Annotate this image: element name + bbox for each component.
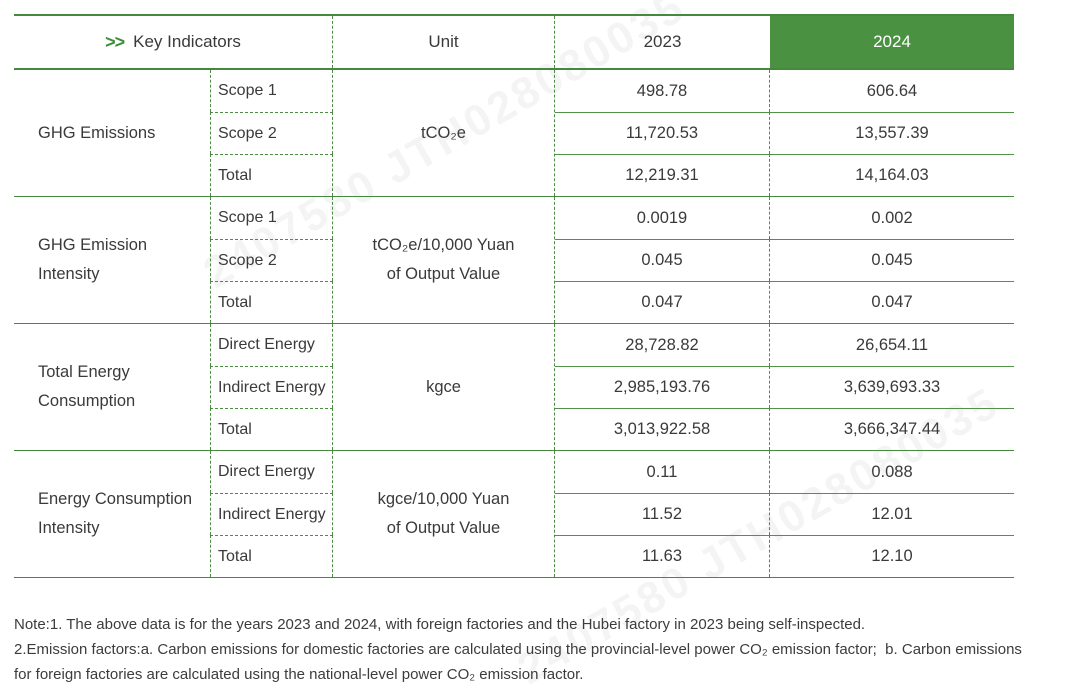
sub-indicator: Total <box>210 154 333 196</box>
sub-indicator: Direct Energy <box>210 451 333 493</box>
value-2024: 0.045 <box>770 239 1014 281</box>
column-header-2023: 2023 <box>643 32 682 51</box>
value-2023: 0.047 <box>555 281 770 323</box>
group-name: Total Energy Consumption <box>38 363 136 410</box>
value-2024: 3,639,693.33 <box>770 366 1014 408</box>
value-2024: 13,557.39 <box>770 112 1014 154</box>
unit-text: of Output Value <box>386 265 501 283</box>
sub-indicator: Scope 2 <box>210 239 333 281</box>
unit-text: tCO₂e/10,000 Yuan <box>372 236 515 254</box>
key-indicators-label: Key Indicators <box>133 32 241 51</box>
value-2024: 12.10 <box>770 535 1014 577</box>
sub-indicator: Indirect Energy <box>210 366 333 408</box>
unit-cell: kgce/10,000 Yuan of Output Value <box>333 451 555 577</box>
unit-text: tCO₂e <box>421 123 466 142</box>
value-2024: 12.01 <box>770 493 1014 535</box>
sub-indicator: Scope 2 <box>210 112 333 154</box>
value-2024: 0.088 <box>871 462 913 481</box>
unit-cell: tCO₂e/10,000 Yuan of Output Value <box>333 197 555 323</box>
value-2023: 11,720.53 <box>555 112 770 154</box>
column-header-key-indicators: >> Key Indicators <box>14 16 333 68</box>
value-2023: 3,013,922.58 <box>555 408 770 450</box>
sub-indicator: Indirect Energy <box>210 493 333 535</box>
double-chevron-icon: >> <box>105 31 125 52</box>
value-2023: 2,985,193.76 <box>555 366 770 408</box>
sub-indicator: Scope 1 <box>210 70 333 112</box>
table-header-row: >> Key Indicators Unit 2023 2024 <box>14 14 1014 70</box>
unit-cell: kgce <box>333 324 555 450</box>
value-2023: 12,219.31 <box>555 154 770 196</box>
table-group-ghg-emission-intensity: GHG Emission Intensity Scope 1 Scope 2 T… <box>14 197 1014 324</box>
unit-cell: tCO₂e <box>333 70 555 196</box>
sub-indicator: Total <box>210 535 333 577</box>
value-2024: 14,164.03 <box>770 154 1014 196</box>
table-group-ghg-emissions: GHG Emissions Scope 1 Scope 2 Total tCO₂… <box>14 70 1014 197</box>
value-2024: 0.002 <box>871 208 913 227</box>
value-2024: 0.047 <box>770 281 1014 323</box>
column-header-2024: 2024 <box>770 16 1014 68</box>
footnote-2: 2.Emission factors:a. Carbon emissions f… <box>14 641 1027 683</box>
value-2024: 3,666,347.44 <box>770 408 1014 450</box>
sub-indicator: Scope 1 <box>210 197 333 239</box>
group-name: GHG Emission Intensity <box>38 236 148 283</box>
value-2023: 28,728.82 <box>555 324 770 366</box>
value-2023: 0.045 <box>555 239 770 281</box>
value-2023: 11.63 <box>555 535 770 577</box>
group-name: GHG Emissions <box>38 123 156 142</box>
table-group-energy-consumption-intensity: Energy Consumption Intensity Direct Ener… <box>14 451 1014 578</box>
value-2023: 0.11 <box>555 451 770 493</box>
footnote-1: Note:1. The above data is for the years … <box>14 616 866 633</box>
unit-text: of Output Value <box>386 519 501 537</box>
column-header-unit: Unit <box>333 16 555 68</box>
key-indicators-table: >> Key Indicators Unit 2023 2024 GHG Emi… <box>14 14 1014 578</box>
unit-text: kgce <box>426 377 461 396</box>
value-2023: 0.0019 <box>555 197 770 239</box>
value-2023: 498.78 <box>555 70 770 112</box>
sub-indicator: Direct Energy <box>210 324 333 366</box>
unit-text: kgce/10,000 Yuan <box>377 490 510 508</box>
group-name: Energy Consumption Intensity <box>38 490 193 537</box>
value-2024: 26,654.11 <box>855 335 929 354</box>
value-2023: 11.52 <box>555 493 770 535</box>
table-group-total-energy-consumption: Total Energy Consumption Direct Energy I… <box>14 324 1014 451</box>
value-2024: 606.64 <box>866 81 918 100</box>
footnotes: Note:1. The above data is for the years … <box>14 612 1024 687</box>
sub-indicator: Total <box>210 408 333 450</box>
sub-indicator: Total <box>210 281 333 323</box>
